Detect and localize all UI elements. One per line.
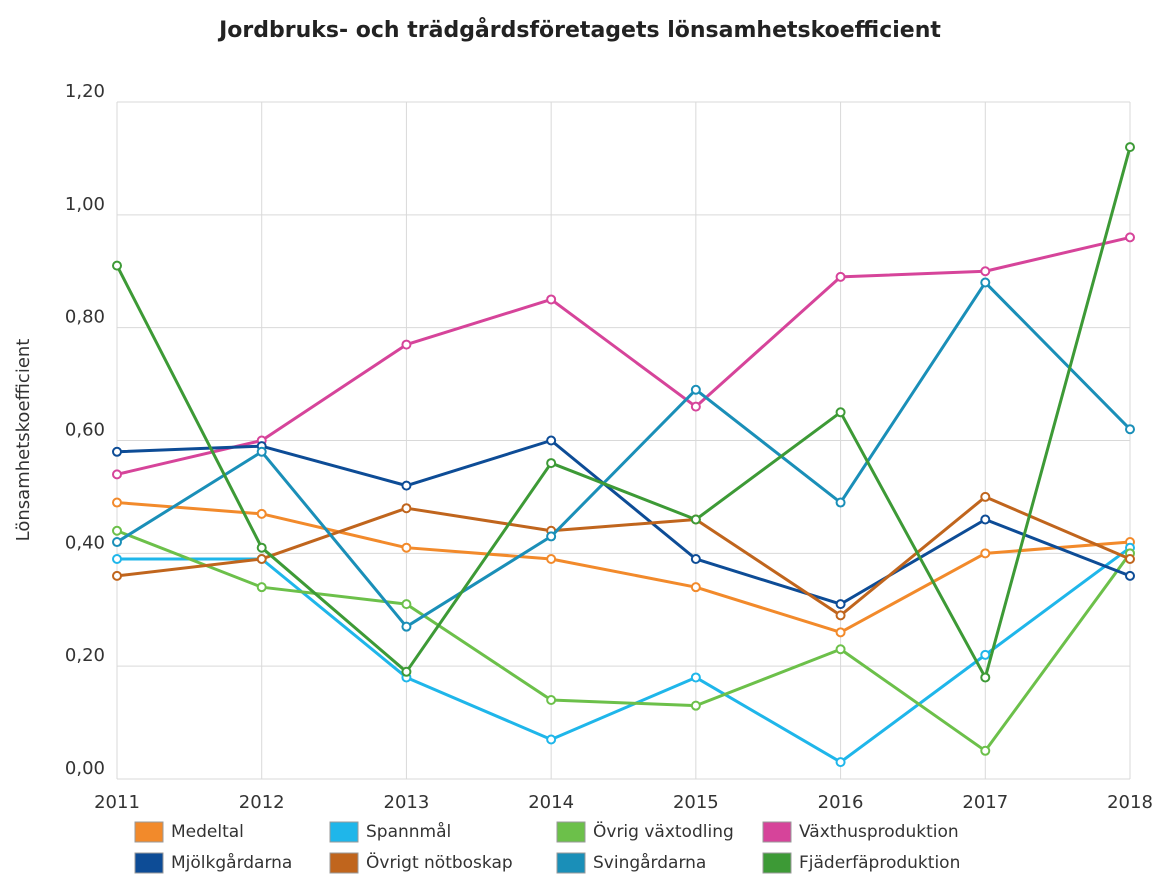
x-tick-label: 2017 [962,792,1008,813]
marker [835,757,846,768]
marker [112,553,122,564]
marker [256,542,267,553]
marker [980,672,991,683]
marker [401,480,412,491]
marker [546,695,557,706]
line [117,546,1131,764]
marker [256,508,267,519]
marker [1125,553,1135,564]
marker [401,339,412,350]
marker [690,384,701,395]
legend-label: Övrigt nötboskap [366,851,513,873]
marker [112,537,122,548]
marker [546,553,557,564]
y-tick-label: 1,00 [65,194,105,215]
legend-label: Övrig växtodling [593,820,734,842]
line [116,529,1132,753]
marker [980,266,991,277]
marker [401,621,412,632]
legend-label: Svingårdarna [593,852,706,873]
legend-label: Medeltal [171,822,244,842]
marker [256,446,267,457]
x-tick-label: 2014 [528,792,574,813]
marker [1125,142,1135,153]
legend-swatch [329,821,359,843]
marker [980,745,991,756]
x-tick-label: 2015 [673,792,719,813]
x-tick-label: 2012 [239,792,285,813]
marker [690,582,701,593]
marker [546,458,557,469]
y-axis-label: Lönsamhetskoefficient [13,339,34,542]
marker [546,531,557,542]
line [116,495,1131,617]
marker [1125,232,1135,243]
line [116,501,1131,634]
marker [112,570,122,581]
marker [690,514,701,525]
line [116,235,1131,476]
marker [401,503,412,514]
legend-label: Fjäderfäproduktion [799,853,960,873]
marker [112,469,122,480]
marker [112,260,122,271]
marker [546,435,557,446]
x-tick-label: 2016 [818,792,864,813]
y-tick-label: 0,80 [65,307,105,328]
marker [401,666,412,677]
line [115,146,1132,679]
marker [835,497,846,508]
legend-label: Mjölkgårdarna [171,852,292,873]
legend-swatch [134,821,164,843]
marker [256,582,267,593]
marker [980,491,991,502]
legend-label: Växthusproduktion [799,822,959,842]
marker [835,271,846,282]
marker [835,610,846,621]
marker [546,294,557,305]
x-tick-label: 2013 [384,792,430,813]
y-tick-label: 0,00 [65,758,105,779]
y-tick-label: 1,20 [65,81,105,102]
marker [1125,570,1135,581]
marker [980,548,991,559]
marker [835,599,846,610]
marker [401,599,412,610]
marker [1125,424,1135,435]
x-tick-label: 2018 [1107,792,1153,813]
y-tick-label: 0,40 [65,532,105,553]
marker [690,553,701,564]
x-tick-label: 2011 [94,792,140,813]
line [116,439,1131,606]
legend-swatch [762,821,792,843]
marker [980,514,991,525]
marker [112,497,122,508]
chart-title: Jordbruks- och trädgårdsföretagets lönsa… [217,17,941,43]
legend-swatch [762,852,792,874]
marker [256,553,267,564]
marker [835,644,846,655]
marker [835,407,846,418]
legend-swatch [329,852,359,874]
y-tick-label: 0,20 [65,645,105,666]
marker [690,672,701,683]
legend-label: Spannmål [366,821,451,842]
marker [980,649,991,660]
marker [401,542,412,553]
marker [690,700,701,711]
y-tick-label: 0,60 [65,420,105,441]
legend-swatch [556,821,586,843]
legend-swatch [134,852,164,874]
marker [835,627,846,638]
marker [112,446,122,457]
marker [690,401,701,412]
line [116,281,1132,629]
marker [980,277,991,288]
marker [112,525,122,536]
marker [546,734,557,745]
legend-swatch [556,852,586,874]
